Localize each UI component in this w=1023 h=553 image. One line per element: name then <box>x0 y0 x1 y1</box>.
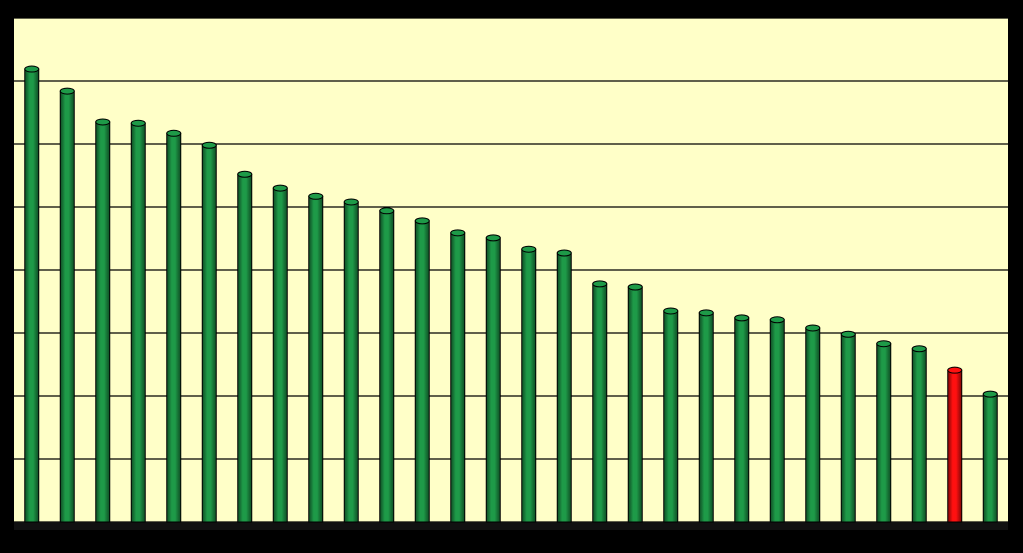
bar <box>592 283 608 523</box>
bar <box>59 90 75 523</box>
bar-cap <box>663 307 679 315</box>
bar <box>95 121 111 523</box>
bar-cap <box>734 314 750 322</box>
bar-cap <box>592 280 608 288</box>
bar <box>130 122 146 523</box>
bar <box>663 310 679 523</box>
bar <box>805 327 821 523</box>
bar <box>734 317 750 523</box>
bar-cap <box>805 324 821 332</box>
bar-cap <box>627 283 643 291</box>
bar-cap <box>95 118 111 126</box>
bar <box>166 132 182 523</box>
bar <box>24 68 40 523</box>
bar <box>201 144 217 523</box>
bar <box>485 237 501 523</box>
bar-cap <box>166 129 182 137</box>
bar <box>272 187 288 523</box>
bar-cap <box>379 207 395 215</box>
bar-cap <box>272 184 288 192</box>
bar <box>556 252 572 523</box>
bar <box>769 319 785 523</box>
bar-cap <box>698 309 714 317</box>
bar-cap <box>556 249 572 257</box>
bar <box>379 210 395 523</box>
bar-cap <box>308 192 324 200</box>
bar <box>982 393 998 523</box>
bar-cap <box>876 340 892 348</box>
bar <box>840 333 856 523</box>
bar <box>237 173 253 523</box>
bar-cap <box>485 234 501 242</box>
bar <box>343 201 359 523</box>
bar-cap <box>769 316 785 324</box>
bar <box>521 248 537 523</box>
bar-cap <box>237 170 253 178</box>
bar <box>308 195 324 523</box>
bar-cap <box>982 390 998 398</box>
bar-cap <box>343 198 359 206</box>
bar-cap <box>414 217 430 225</box>
plot-area <box>14 18 1008 527</box>
bar-cap <box>947 366 963 374</box>
bar <box>947 369 963 523</box>
bar-cap <box>521 245 537 253</box>
bar-cap <box>59 87 75 95</box>
bar <box>876 343 892 523</box>
bar <box>450 232 466 523</box>
bar-cap <box>450 229 466 237</box>
bar <box>627 286 643 523</box>
bar <box>911 348 927 523</box>
bar-cap <box>840 330 856 338</box>
floor <box>14 522 1008 530</box>
bar-cap <box>130 119 146 127</box>
bar-cap <box>201 141 217 149</box>
bar <box>698 312 714 523</box>
bar-cap <box>24 65 40 73</box>
bar <box>414 220 430 523</box>
bar-cap <box>911 345 927 353</box>
